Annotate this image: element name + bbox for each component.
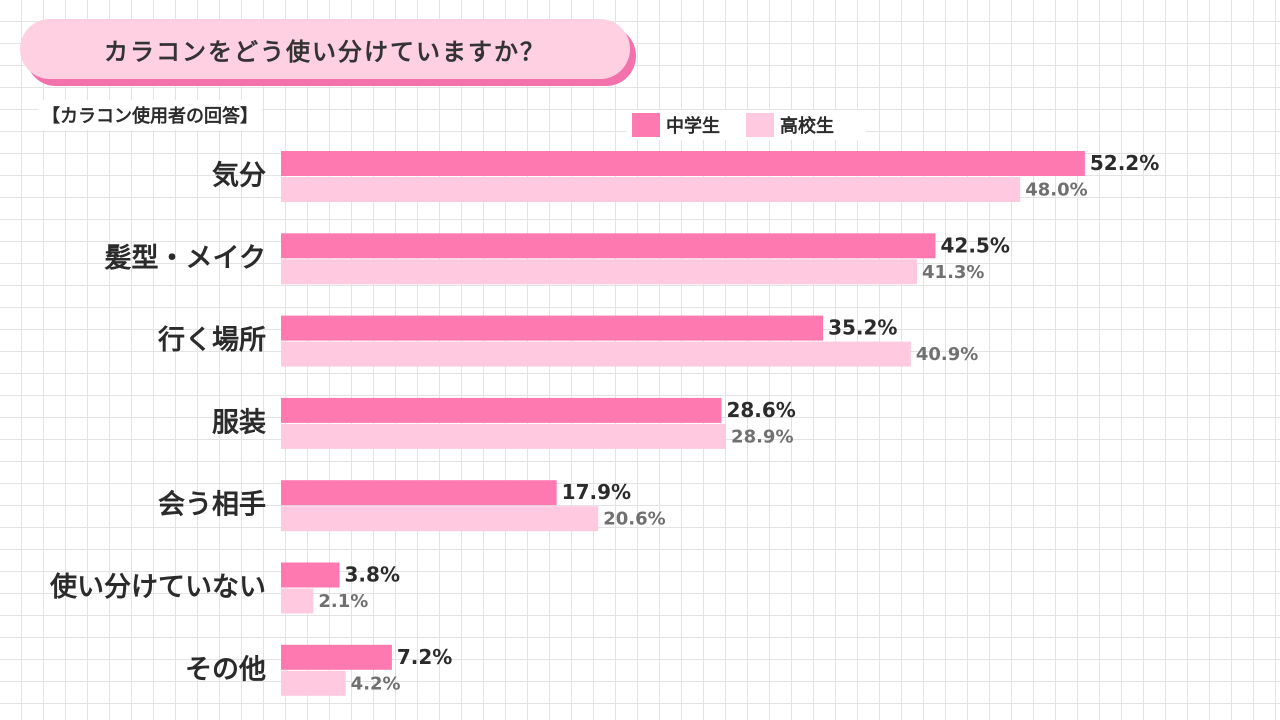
category-label: 気分 xyxy=(212,160,266,192)
chart-subtitle: 【カラコン使用者の回答】 xyxy=(38,100,262,130)
data-label-high-school: 4.2% xyxy=(351,673,401,694)
bar-high-school xyxy=(281,259,918,285)
data-label-high-school: 20.6% xyxy=(603,509,665,530)
data-label-high-school: 40.9% xyxy=(916,344,978,365)
data-label-junior-high: 52.2% xyxy=(1090,151,1159,175)
legend-item-junior-high: 中学生 xyxy=(632,112,720,138)
data-label-high-school: 48.0% xyxy=(1025,180,1087,201)
bar-junior-high xyxy=(281,644,392,670)
bar-high-school xyxy=(281,588,314,614)
bar-junior-high xyxy=(281,480,557,506)
data-label-junior-high: 7.2% xyxy=(397,645,452,669)
data-label-high-school: 2.1% xyxy=(318,591,368,612)
legend: 中学生 高校生 xyxy=(626,110,866,140)
legend-swatch-junior-high xyxy=(632,113,660,137)
legend-item-high-school: 高校生 xyxy=(746,112,834,138)
category-label: 使い分けていない xyxy=(49,572,266,603)
bar-junior-high xyxy=(281,233,936,259)
data-label-junior-high: 28.6% xyxy=(726,398,795,422)
bar-high-school xyxy=(281,506,599,532)
bar-high-school xyxy=(281,341,911,367)
bar-junior-high xyxy=(281,151,1085,176)
bar-high-school xyxy=(281,177,1021,202)
data-label-junior-high: 3.8% xyxy=(345,563,400,587)
bar-high-school xyxy=(281,423,727,449)
bar-junior-high xyxy=(281,397,722,423)
category-label: 行く場所 xyxy=(157,324,266,356)
legend-swatch-high-school xyxy=(746,113,774,137)
bar-junior-high xyxy=(281,315,824,341)
data-label-junior-high: 42.5% xyxy=(941,233,1010,257)
bar-high-school xyxy=(281,670,346,696)
category-label: 会う相手 xyxy=(158,490,266,521)
data-label-junior-high: 17.9% xyxy=(562,480,631,504)
title-banner: カラコンをどう使い分けていますか？ xyxy=(20,19,630,79)
bar-junior-high xyxy=(281,562,340,588)
category-label: 服装 xyxy=(212,407,266,438)
data-label-junior-high: 35.2% xyxy=(828,316,897,340)
data-label-high-school: 28.9% xyxy=(731,426,793,447)
category-label: その他 xyxy=(185,654,266,685)
chart-title: カラコンをどう使い分けていますか？ xyxy=(104,37,546,66)
legend-label-junior-high: 中学生 xyxy=(666,116,720,137)
legend-label-high-school: 高校生 xyxy=(780,116,834,137)
category-label: 髪型・メイク xyxy=(104,243,266,274)
data-label-high-school: 41.3% xyxy=(922,262,984,283)
